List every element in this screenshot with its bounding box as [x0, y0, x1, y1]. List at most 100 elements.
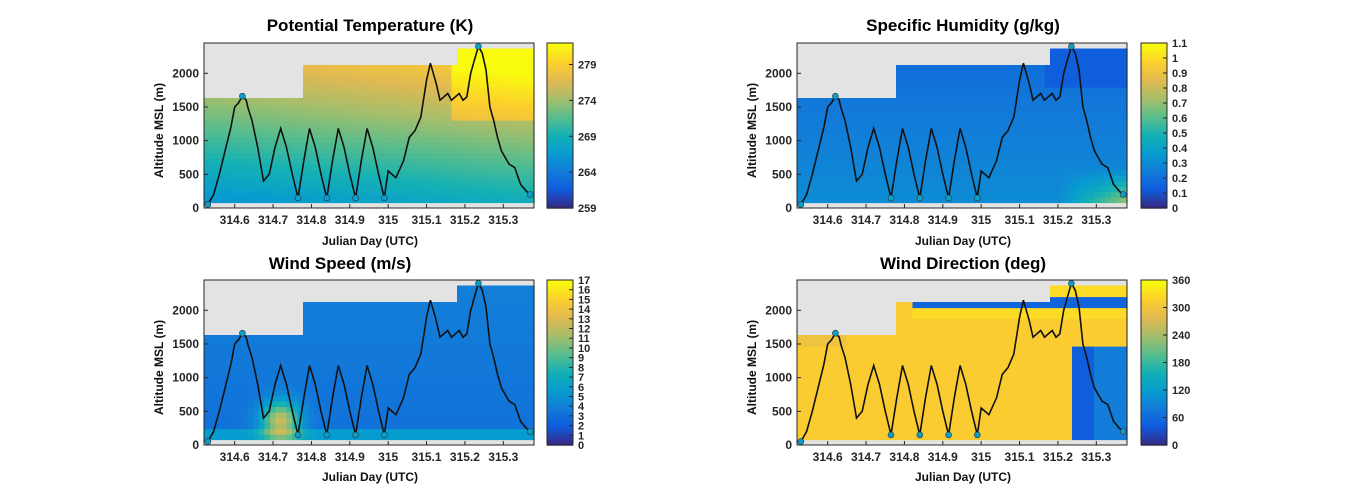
heatmap-cell — [242, 109, 249, 116]
heatmap-cell — [929, 142, 936, 149]
flight-track-point — [352, 431, 359, 439]
heatmap-cell — [462, 120, 469, 127]
colorbar-tick-label: 9 — [578, 353, 584, 365]
colorbar-segment — [547, 428, 573, 432]
heatmap-cell — [242, 357, 249, 364]
heatmap-cell — [297, 379, 304, 386]
colorbar-segment — [547, 103, 573, 107]
heatmap-cell — [220, 423, 227, 430]
heatmap-cell — [248, 340, 255, 347]
heatmap-cell — [270, 335, 277, 342]
heatmap-cell — [523, 147, 530, 154]
colorbar-segment — [1141, 180, 1167, 184]
heatmap-cell — [297, 131, 304, 138]
heatmap-cell — [319, 368, 326, 375]
heatmap-cell — [907, 120, 914, 127]
heatmap-cell — [270, 158, 277, 165]
heatmap-cell — [1105, 197, 1112, 204]
heatmap-cell — [912, 92, 919, 99]
heatmap-cell — [830, 197, 837, 204]
colorbar-segment — [547, 153, 573, 157]
heatmap-cell — [391, 70, 398, 77]
heatmap-cell — [1050, 103, 1057, 110]
heatmap-cell — [852, 136, 859, 143]
heatmap-cell — [802, 384, 809, 391]
heatmap-cell — [484, 406, 491, 413]
heatmap-cell — [347, 87, 354, 94]
heatmap-cell — [874, 340, 881, 347]
heatmap-cell — [473, 373, 480, 380]
heatmap-cell — [330, 81, 337, 88]
heatmap-cell — [501, 114, 508, 121]
heatmap-cell — [237, 346, 244, 353]
heatmap-cell — [352, 302, 359, 309]
heatmap-cell — [275, 428, 282, 435]
heatmap-cell — [270, 98, 277, 105]
heatmap-cell — [967, 98, 974, 105]
heatmap-cell — [275, 197, 282, 204]
heatmap-cell — [868, 169, 875, 176]
heatmap-cell — [347, 114, 354, 121]
heatmap-cell — [484, 136, 491, 143]
heatmap-cell — [951, 169, 958, 176]
heatmap-cell — [402, 340, 409, 347]
heatmap-cell — [369, 81, 376, 88]
heatmap-cell — [242, 379, 249, 386]
heatmap-cell — [940, 114, 947, 121]
heatmap-cell — [517, 114, 524, 121]
heatmap-cell — [528, 291, 535, 298]
heatmap-cell — [819, 434, 826, 441]
heatmap-cell — [907, 191, 914, 198]
heatmap-cell — [347, 428, 354, 435]
heatmap-cell — [319, 158, 326, 165]
heatmap-cell — [506, 103, 513, 110]
heatmap-cell — [967, 76, 974, 83]
heatmap-cell — [374, 417, 381, 424]
heatmap-cell — [374, 180, 381, 187]
heatmap-cell — [1105, 169, 1112, 176]
heatmap-cell — [852, 423, 859, 430]
heatmap-cell — [275, 340, 282, 347]
heatmap-cell — [523, 98, 530, 105]
colorbar-segment — [547, 326, 573, 331]
heatmap-cell — [292, 191, 299, 198]
colorbar-segment — [1141, 133, 1167, 138]
heatmap-cell — [1061, 153, 1068, 160]
heatmap-cell — [435, 417, 442, 424]
heatmap-cell — [275, 351, 282, 358]
heatmap-cell — [325, 164, 332, 171]
heatmap-cell — [473, 329, 480, 336]
heatmap-cell — [248, 103, 255, 110]
heatmap-cell — [852, 390, 859, 397]
y-tick-label: 1500 — [172, 100, 199, 114]
heatmap-cell — [451, 158, 458, 165]
heatmap-cell — [380, 335, 387, 342]
heatmap-cell — [841, 412, 848, 419]
heatmap-cell — [424, 428, 431, 435]
heatmap-cell — [413, 92, 420, 99]
heatmap-cell — [264, 368, 271, 375]
heatmap-cell — [286, 109, 293, 116]
heatmap-cell — [363, 153, 370, 160]
heatmap-cell — [330, 417, 337, 424]
heatmap-cell — [286, 401, 293, 408]
heatmap-cell — [517, 125, 524, 132]
heatmap-cell — [819, 136, 826, 143]
heatmap-cell — [1116, 164, 1123, 171]
heatmap-cell — [967, 92, 974, 99]
heatmap-cell — [929, 87, 936, 94]
colorbar-segment — [547, 180, 573, 184]
heatmap-cell — [204, 120, 211, 127]
heatmap-cell — [1072, 65, 1079, 72]
heatmap-cell — [879, 351, 886, 358]
heatmap-cell — [237, 164, 244, 171]
heatmap-cell — [918, 153, 925, 160]
heatmap-cell — [523, 285, 530, 292]
heatmap-cell — [396, 87, 403, 94]
heatmap-cell — [319, 109, 326, 116]
heatmap-cell — [940, 125, 947, 132]
heatmap-cell — [802, 98, 809, 105]
heatmap-cell — [1077, 120, 1084, 127]
heatmap-cell — [457, 191, 464, 198]
heatmap-cell — [209, 114, 216, 121]
